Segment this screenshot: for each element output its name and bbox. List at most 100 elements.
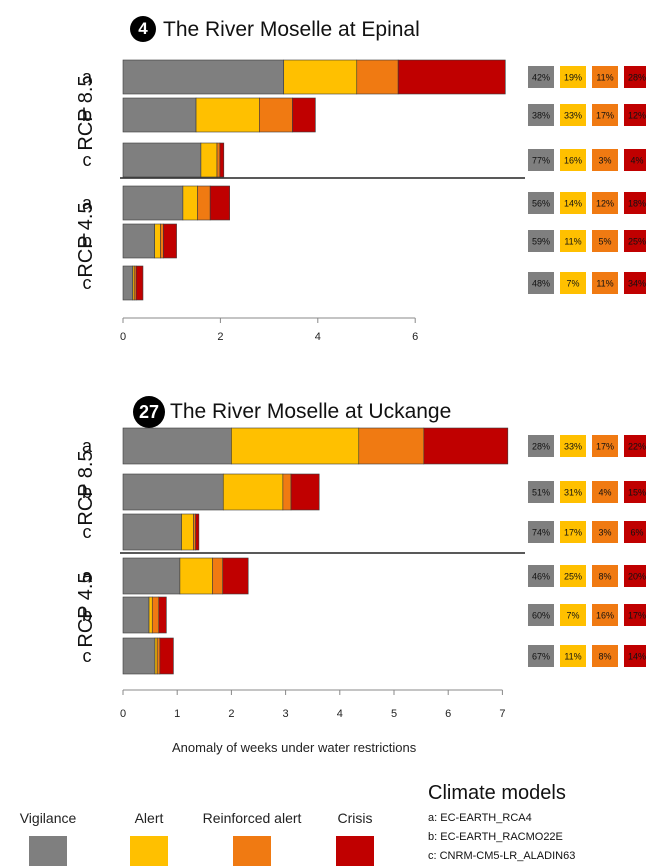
bar-segment <box>193 513 196 551</box>
percent-label: 38% <box>532 111 550 121</box>
percent-box <box>592 149 618 171</box>
bar-segment <box>122 59 285 95</box>
percent-box <box>592 230 618 252</box>
percent-box <box>560 192 586 214</box>
panel-2-title: The River Moselle at Uckange <box>170 400 452 423</box>
bar-segment <box>197 185 211 221</box>
chart-panel-1: RCP 8.5a 42% 19% 11% 28%b 38% 33% 17% 12%c 77% 16%… <box>75 59 646 343</box>
bar-segment <box>219 142 225 178</box>
percent-label: 48% <box>532 279 550 289</box>
row-label-b: b <box>82 105 92 125</box>
percent-box <box>528 272 554 294</box>
percent-label: 18% <box>628 199 646 209</box>
bar-segment <box>122 142 202 178</box>
percent-label: 19% <box>564 73 582 83</box>
legend-swatch-alert <box>130 836 168 866</box>
bar-segment <box>216 142 221 178</box>
percent-label: 59% <box>532 237 550 247</box>
percent-label: 33% <box>564 111 582 121</box>
percent-label: 22% <box>628 442 646 452</box>
legend-item-vigilance: Vigilance <box>8 810 88 866</box>
percent-box <box>624 272 646 294</box>
bar-segment <box>222 473 284 511</box>
percent-box <box>624 192 646 214</box>
row-label-c: c <box>83 150 92 170</box>
bar-segment <box>163 223 177 259</box>
row-label-a: a <box>82 566 93 586</box>
percent-box <box>624 565 646 587</box>
row-label-c: c <box>83 646 92 666</box>
percent-box <box>592 521 618 543</box>
percent-box <box>592 272 618 294</box>
percent-box <box>528 149 554 171</box>
panel-2-badge: 27 <box>133 396 165 428</box>
bar-segment <box>122 223 155 259</box>
panel-1-badge: 4 <box>130 16 156 42</box>
percent-label: 11% <box>596 279 613 289</box>
percent-box <box>624 230 646 252</box>
percent-box <box>560 435 586 457</box>
x-tick-label: 2 <box>228 708 234 720</box>
percent-label: 7% <box>566 279 579 289</box>
bar-segment <box>148 596 153 634</box>
percent-box <box>560 604 586 626</box>
percent-box <box>528 230 554 252</box>
percent-label: 15% <box>628 488 646 498</box>
climate-model-b: b: EC-EARTH_RACMO22E <box>428 831 563 843</box>
x-tick-label: 6 <box>412 331 418 343</box>
x-tick-label: 2 <box>217 331 223 343</box>
percent-label: 42% <box>532 73 550 83</box>
bar-segment <box>200 142 218 178</box>
bar-segment <box>159 637 174 675</box>
legend-label-alert: Alert <box>134 810 164 826</box>
percent-box <box>560 230 586 252</box>
percent-box <box>592 645 618 667</box>
percent-box <box>528 192 554 214</box>
bar-segment <box>122 637 156 675</box>
legend-label-crisis: Crisis <box>337 810 373 826</box>
percent-box <box>528 104 554 126</box>
percent-label: 20% <box>628 572 646 582</box>
percent-label: 46% <box>532 572 550 582</box>
percent-label: 28% <box>628 73 646 83</box>
bar-segment <box>292 97 316 133</box>
percent-label: 31% <box>564 488 582 498</box>
row-label-c: c <box>83 522 92 542</box>
row-label-a: a <box>82 436 93 456</box>
bar-segment <box>182 185 198 221</box>
percent-label: 67% <box>532 652 550 662</box>
bar-segment <box>259 97 293 133</box>
bar-segment <box>231 427 360 465</box>
percent-label: 11% <box>596 73 613 83</box>
percent-box <box>560 565 586 587</box>
x-tick-label: 6 <box>445 708 451 720</box>
percent-box <box>528 565 554 587</box>
legend-swatch-vigilance <box>29 836 67 866</box>
percent-label: 12% <box>596 199 614 209</box>
bar-segment <box>135 265 144 301</box>
bar-segment <box>151 596 160 634</box>
bar-segment <box>358 427 425 465</box>
bar-segment <box>179 557 213 595</box>
percent-box <box>528 604 554 626</box>
bar-segment <box>156 637 161 675</box>
row-label-b: b <box>82 482 92 502</box>
percent-label: 17% <box>596 111 614 121</box>
legend-label-vigilance: Vigilance <box>19 810 77 826</box>
percent-box <box>528 66 554 88</box>
bar-segment <box>356 59 399 95</box>
percent-box <box>624 104 646 126</box>
group-label-2: RCP 4.5 <box>75 202 97 277</box>
legend-item-crisis: Crisis <box>320 810 390 866</box>
legend-item-reinforced-alert: Reinforced alert <box>192 810 312 866</box>
bar-segment <box>122 427 232 465</box>
percent-box <box>560 272 586 294</box>
percent-label: 16% <box>564 156 582 166</box>
percent-box <box>560 481 586 503</box>
percent-label: 60% <box>532 611 550 621</box>
bar-segment <box>290 473 320 511</box>
chart-panel-2: RCP 8.5a 28% 33% 17% 22%b 51% 31% 4% 15%c 74% 17% 3… <box>75 427 646 720</box>
bar-segment <box>282 473 292 511</box>
percent-box <box>592 66 618 88</box>
